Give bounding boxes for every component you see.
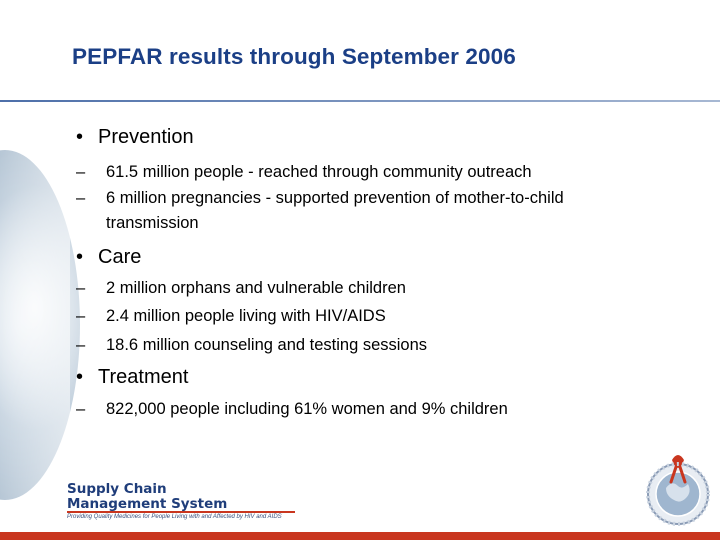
bullet-icon: • xyxy=(76,246,84,268)
logo-swoosh xyxy=(67,511,295,513)
dash-icon: – xyxy=(76,189,86,207)
list-item-text: 6 million pregnancies - supported preven… xyxy=(106,189,564,232)
slide-title: PEPFAR results through September 2006 xyxy=(72,44,516,69)
list-item-text: 18.6 million counseling and testing sess… xyxy=(106,336,428,354)
list-item-text: 61.5 million people - reached through co… xyxy=(106,163,532,181)
dash-icon: – xyxy=(76,279,86,297)
logo-tagline: Providing Quality Medicines for People L… xyxy=(67,514,282,520)
scms-logo: Supply Chain Management System Providing… xyxy=(67,478,307,526)
list-item-text: 2.4 million people living with HIV/AIDS xyxy=(106,307,386,325)
logo-line-1: Supply Chain xyxy=(67,481,167,497)
logo-line-2: Management System xyxy=(67,496,228,512)
list-item-text: 822,000 people including 61% women and 9… xyxy=(106,400,508,418)
dash-icon: – xyxy=(76,336,86,354)
dash-icon: – xyxy=(76,307,86,325)
list-item-text: 2 million orphans and vulnerable childre… xyxy=(106,279,406,297)
bullet-icon: • xyxy=(76,366,84,388)
section-heading: Treatment xyxy=(98,366,189,388)
dash-icon: – xyxy=(76,163,86,181)
bullet-icon: • xyxy=(76,126,84,148)
section-heading: Prevention xyxy=(98,126,194,148)
bottom-accent-bar xyxy=(0,532,720,540)
globe-fade xyxy=(0,0,70,540)
title-divider xyxy=(0,100,720,102)
seal-emblem-icon xyxy=(646,455,710,526)
section-heading: Care xyxy=(98,246,142,268)
dash-icon: – xyxy=(76,400,86,418)
